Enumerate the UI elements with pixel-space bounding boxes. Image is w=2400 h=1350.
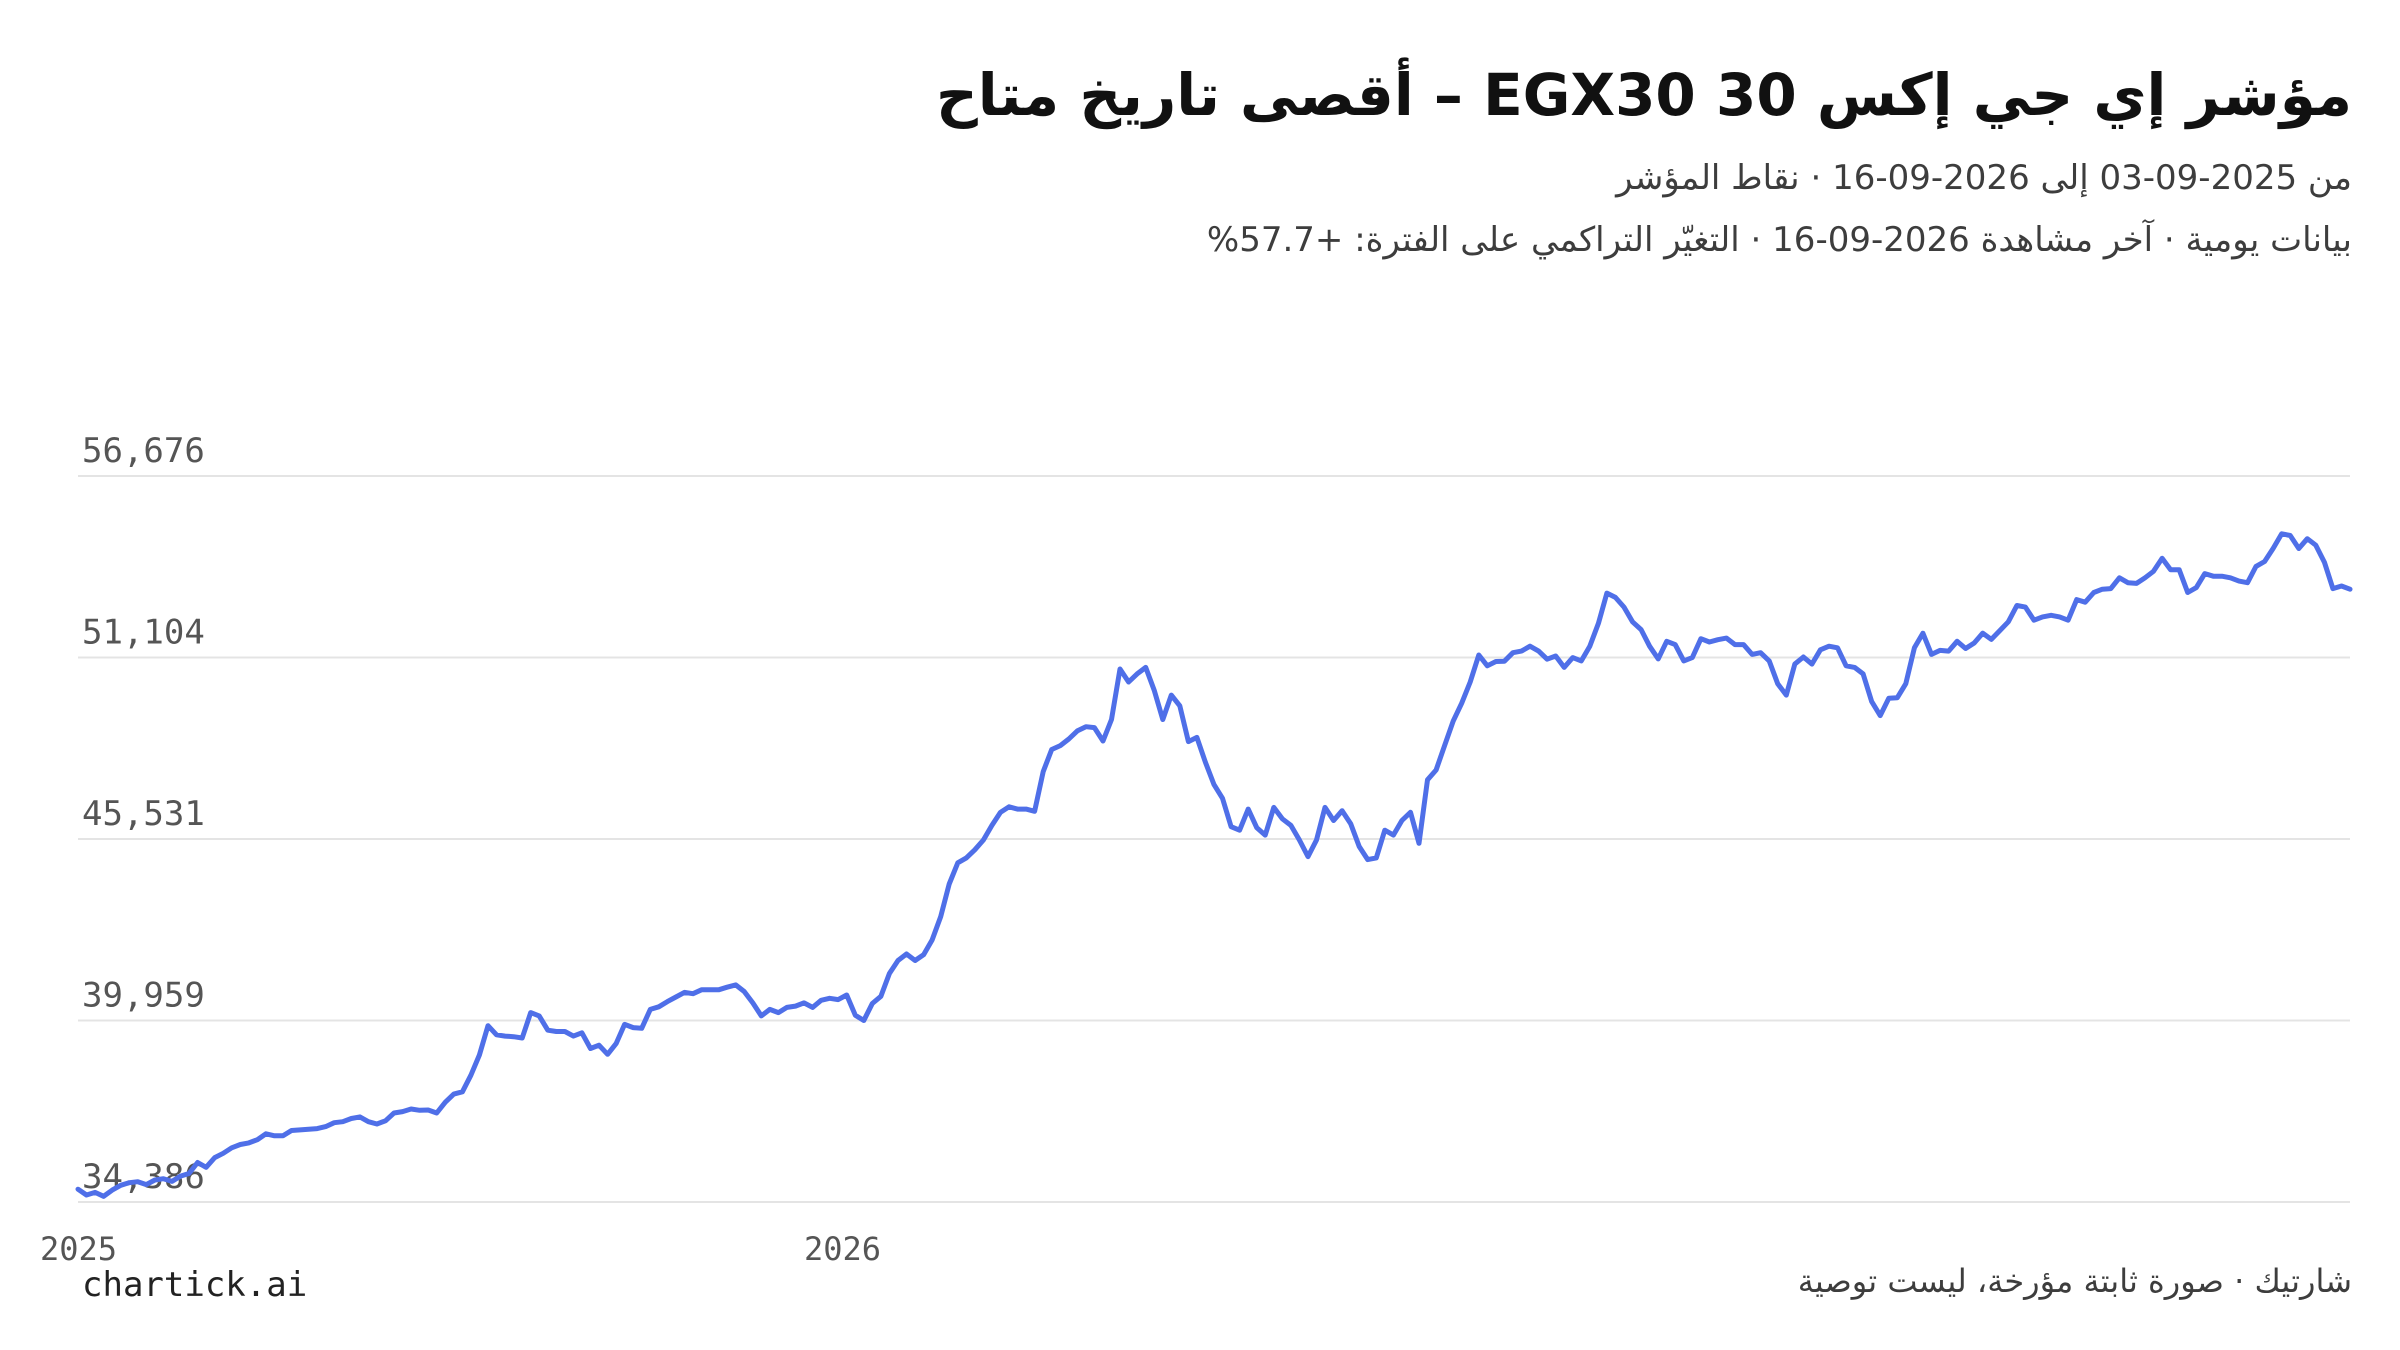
series-layer bbox=[75, 531, 2353, 1199]
y-tick-label: 45,531 bbox=[82, 794, 205, 834]
disclaimer-note: شارتيك · صورة ثابتة مؤرخة، ليست توصية bbox=[1797, 1262, 2352, 1300]
brand-watermark: chartick.ai bbox=[82, 1265, 308, 1305]
y-tick-label: 51,104 bbox=[82, 612, 205, 652]
x-tick-label: 2026 bbox=[804, 1230, 881, 1268]
x-axis-ticks: 2025 2026 bbox=[40, 1230, 881, 1268]
y-tick-label: 56,676 bbox=[82, 431, 205, 471]
chart-header: مؤشر إي جي إكس 30 EGX30 – أقصى تاريخ متا… bbox=[52, 55, 2352, 271]
series-line bbox=[75, 531, 2353, 1199]
y-tick-label: 34,386 bbox=[82, 1157, 205, 1197]
y-axis-ticks: 34,386 39,959 45,531 51,104 56,676 bbox=[82, 431, 205, 1197]
x-tick-label: 2025 bbox=[40, 1230, 117, 1268]
chart-title: مؤشر إي جي إكس 30 EGX30 – أقصى تاريخ متا… bbox=[935, 61, 2352, 129]
chart-subtitle-stats: بيانات يومية · آخر مشاهدة 2026-09-16 · ا… bbox=[1206, 220, 2352, 260]
grid-lines bbox=[78, 475, 2350, 1203]
chart-subtitle: من 2025-09-03 إلى 2026-09-16 · نقاط المؤ… bbox=[1616, 158, 2352, 198]
y-tick-label: 39,959 bbox=[82, 975, 205, 1015]
